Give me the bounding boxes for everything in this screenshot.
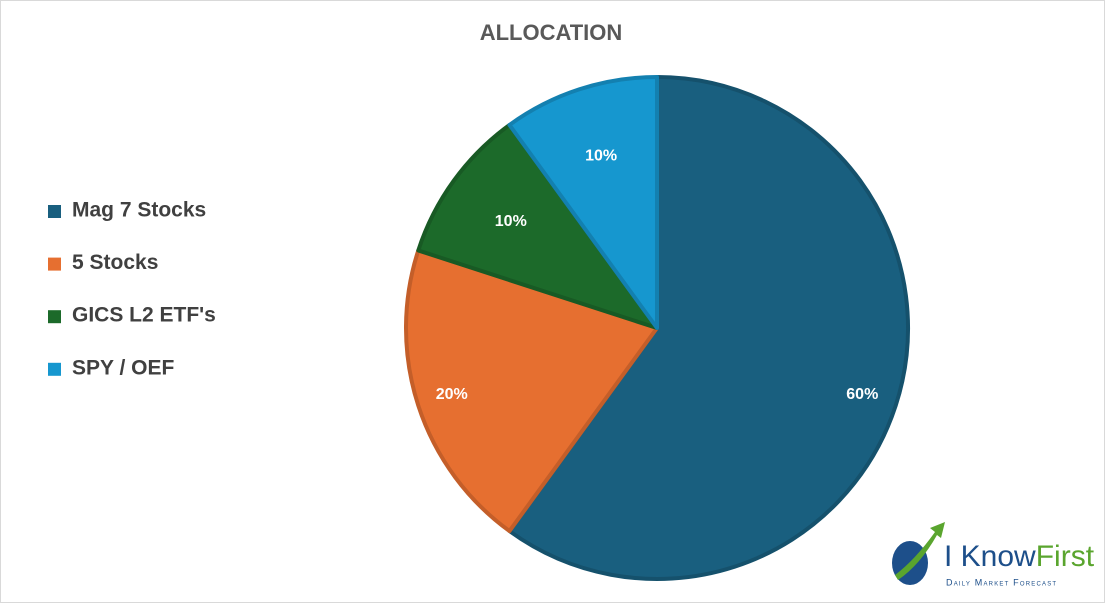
legend-swatch bbox=[48, 362, 61, 376]
pie-slice bbox=[507, 75, 659, 330]
pie-slice bbox=[404, 248, 659, 534]
logo-brand-a: I Know bbox=[944, 540, 1036, 573]
legend-swatch bbox=[48, 310, 61, 324]
legend-swatch bbox=[48, 205, 61, 218]
legend-label: 5 Stocks bbox=[72, 251, 158, 274]
data-label: 10% bbox=[495, 213, 527, 230]
chart-title: ALLOCATION bbox=[480, 20, 623, 45]
legend-label: SPY / OEF bbox=[72, 356, 174, 379]
logo-tagline: Daily Market Forecast bbox=[946, 577, 1057, 587]
pie-slice bbox=[416, 122, 659, 330]
data-label: 20% bbox=[436, 386, 468, 403]
legend-swatch bbox=[48, 257, 61, 271]
logo-brand: I KnowFirst bbox=[944, 540, 1095, 573]
pie-slice bbox=[507, 75, 910, 581]
logo-arrow bbox=[895, 522, 945, 580]
data-label: 10% bbox=[585, 147, 617, 164]
legend-label: GICS L2 ETF's bbox=[72, 304, 216, 327]
data-label: 60% bbox=[846, 386, 878, 403]
logo: I KnowFirst Daily Market Forecast bbox=[892, 522, 1095, 587]
logo-brand-b: First bbox=[1036, 540, 1095, 573]
legend-label: Mag 7 Stocks bbox=[72, 199, 206, 222]
